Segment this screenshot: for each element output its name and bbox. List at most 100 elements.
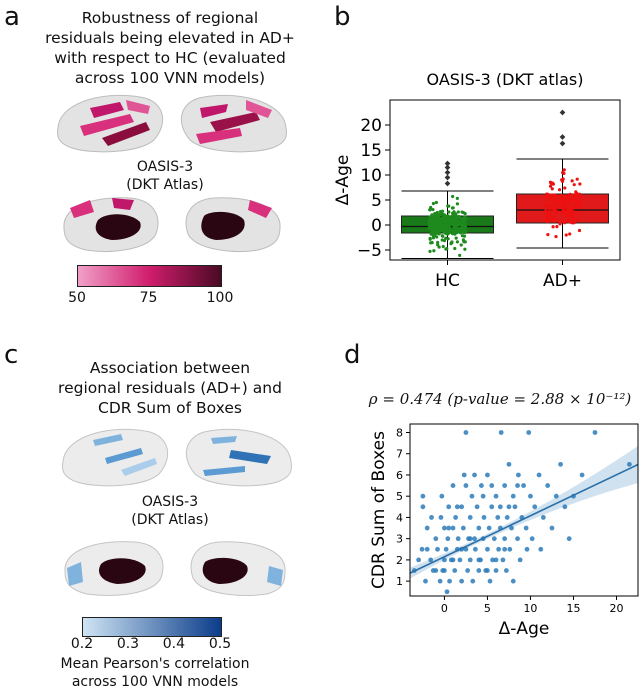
panel-c-dataset: OASIS-3 (DKT Atlas) bbox=[115, 493, 225, 529]
data-point bbox=[429, 515, 434, 520]
data-point bbox=[480, 493, 486, 499]
data-point bbox=[458, 253, 462, 257]
colorbar-tick: 0.3 bbox=[116, 636, 140, 652]
data-point bbox=[454, 504, 460, 510]
data-point bbox=[497, 504, 503, 510]
data-point bbox=[578, 182, 582, 186]
data-point bbox=[578, 196, 582, 200]
panel-a-dataset-line: (DKT Atlas) bbox=[126, 177, 204, 193]
data-point bbox=[450, 557, 456, 563]
data-point bbox=[443, 228, 447, 232]
data-point bbox=[562, 168, 566, 172]
data-point bbox=[454, 220, 459, 224]
data-point bbox=[546, 216, 550, 220]
data-point bbox=[436, 213, 440, 217]
data-point bbox=[491, 536, 497, 542]
data-point bbox=[420, 504, 426, 510]
data-point bbox=[566, 197, 570, 201]
data-point bbox=[447, 210, 451, 214]
colorbar-tick: 0.5 bbox=[208, 636, 232, 652]
panel-a-title-line: across 100 VNN models) bbox=[74, 69, 266, 87]
data-point bbox=[569, 220, 573, 224]
data-point bbox=[560, 219, 564, 224]
data-point bbox=[459, 243, 463, 247]
data-point bbox=[450, 240, 454, 245]
data-point bbox=[489, 504, 495, 510]
y-tick-label: 7 bbox=[396, 448, 403, 461]
data-point bbox=[446, 237, 450, 241]
data-point bbox=[454, 212, 458, 217]
data-point bbox=[545, 198, 550, 202]
data-point bbox=[561, 201, 566, 205]
data-point bbox=[575, 177, 579, 181]
data-point bbox=[551, 181, 555, 185]
colorbar-tick: 0.2 bbox=[70, 636, 94, 652]
data-point bbox=[572, 216, 576, 221]
data-point bbox=[461, 229, 465, 234]
data-point bbox=[448, 230, 452, 235]
y-tick-label: 1 bbox=[396, 575, 403, 588]
data-point bbox=[544, 213, 549, 218]
data-point bbox=[429, 221, 433, 225]
data-point bbox=[549, 193, 554, 197]
data-point bbox=[563, 195, 567, 199]
data-point bbox=[532, 504, 538, 510]
data-point bbox=[545, 483, 551, 488]
data-point bbox=[490, 557, 495, 563]
data-point bbox=[577, 193, 581, 197]
brain-right-medial bbox=[185, 197, 281, 252]
y-tick-label: −5 bbox=[357, 241, 382, 261]
data-point bbox=[481, 515, 487, 520]
data-point bbox=[433, 214, 437, 218]
data-point bbox=[549, 525, 555, 531]
panel-label-d: d bbox=[344, 340, 361, 370]
data-point bbox=[476, 568, 482, 573]
data-point bbox=[442, 557, 447, 563]
data-point bbox=[524, 546, 530, 552]
data-point bbox=[453, 232, 457, 236]
data-point bbox=[548, 184, 553, 188]
panel-c-brain-maps bbox=[62, 428, 292, 596]
data-point bbox=[502, 483, 508, 488]
data-point bbox=[568, 211, 572, 215]
data-point bbox=[433, 568, 439, 573]
data-point bbox=[428, 237, 432, 241]
data-point bbox=[564, 233, 568, 237]
data-point bbox=[460, 525, 466, 531]
data-point bbox=[545, 195, 549, 199]
data-point bbox=[517, 557, 523, 563]
data-point bbox=[440, 234, 444, 238]
y-tick-label: 15 bbox=[360, 141, 382, 161]
data-point bbox=[558, 222, 562, 226]
x-tick-label: 20 bbox=[609, 602, 623, 615]
data-point bbox=[554, 234, 558, 239]
data-point bbox=[442, 213, 447, 217]
data-point bbox=[476, 525, 482, 531]
data-point bbox=[506, 461, 512, 467]
data-point bbox=[489, 483, 495, 488]
data-point bbox=[461, 472, 467, 478]
y-tick-label: 3 bbox=[396, 533, 403, 546]
data-point bbox=[560, 179, 565, 183]
data-point bbox=[526, 430, 532, 435]
brain-right-lateral bbox=[185, 428, 292, 487]
data-point bbox=[507, 546, 513, 552]
data-point bbox=[444, 589, 450, 595]
x-tick-label: HC bbox=[435, 271, 460, 291]
x-tick-label: 10 bbox=[523, 602, 537, 615]
outlier-point bbox=[559, 134, 566, 140]
data-point bbox=[540, 515, 546, 520]
panel-b-boxplot: OASIS-3 (DKT atlas) −5 0 5 10 15 20 Δ-Age HC AD+ bbox=[333, 70, 621, 291]
data-point bbox=[443, 546, 449, 552]
data-point bbox=[435, 546, 440, 552]
data-point bbox=[465, 568, 471, 573]
y-tick-label: 8 bbox=[396, 426, 403, 439]
data-point bbox=[495, 515, 501, 520]
data-point bbox=[437, 222, 441, 226]
data-point bbox=[445, 232, 450, 236]
data-point bbox=[559, 193, 564, 198]
data-point bbox=[506, 504, 512, 510]
panel-d-stat-line: ρ = 0.474 (p-value = 2.88 × 10⁻¹²) bbox=[368, 390, 632, 408]
data-point bbox=[472, 546, 478, 552]
data-point bbox=[542, 203, 546, 208]
